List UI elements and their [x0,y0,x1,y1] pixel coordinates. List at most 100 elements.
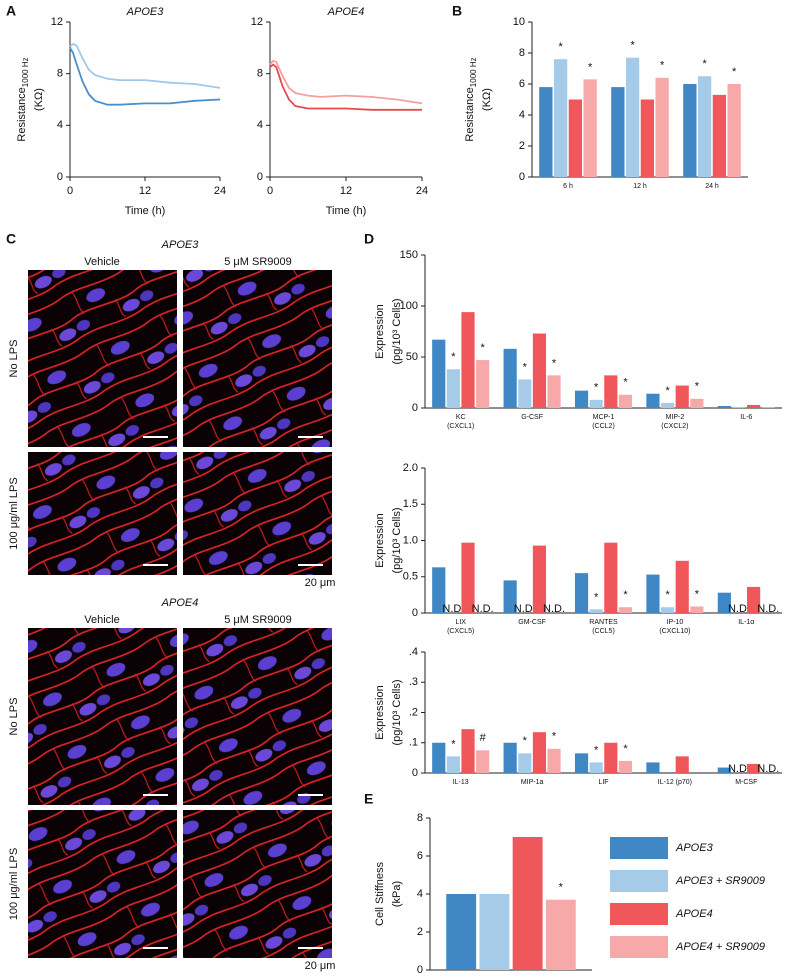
bar [732,406,746,408]
x-tick-label: KC [456,414,466,421]
bar [476,360,490,408]
significance-marker: * [559,882,564,894]
legend-swatch [610,936,668,958]
not-detected-label: N.D. [728,603,750,615]
bar [589,609,603,613]
y-tick-label: 10 [513,16,525,28]
bar [574,573,589,613]
x-tick-label: GM-CSF [518,619,546,626]
significance-marker: * [623,377,628,389]
bar [604,742,618,773]
y-axis-label-main: Expression [374,513,386,567]
significance-marker: * [623,743,628,755]
x-axis-label: Time (h) [125,205,166,217]
bar [640,99,655,177]
bar [574,753,589,773]
legend-swatch [610,903,668,925]
y-tick-label: .4 [409,646,418,658]
bar [547,748,561,773]
row-label: No LPS [8,698,20,736]
x-tick-sublabel: (CXCL2) [661,423,688,430]
bar [568,99,583,177]
chart-title: APOE4 [327,6,365,18]
column-header: Vehicle [84,614,119,626]
bar [618,394,633,408]
y-tick-label: 4 [257,119,263,131]
x-tick-label: IP-10 [667,619,684,626]
bar [532,333,547,408]
not-detected-label: N.D. [442,603,464,615]
y-tick-label: 0.5 [403,571,418,583]
bar [518,753,532,773]
micrograph [28,810,177,958]
line [269,63,422,111]
x-tick-label: IL-13 [453,779,469,786]
significance-marker: * [552,731,557,743]
panel-label: A [6,3,16,19]
y-axis-label-main: Expression [374,685,386,739]
bar [675,560,689,613]
bar [553,59,568,178]
bar [625,57,640,177]
column-header: 5 μM SR9009 [224,614,291,626]
x-tick-label: 12 h [633,183,647,190]
bar [503,580,517,613]
y-axis-label-main: Resistance [16,87,28,141]
y-tick-label: 4 [519,109,525,121]
chart-title: APOE3 [126,6,165,18]
panel-label: E [364,791,373,807]
y-axis-label: Cell Stiffness [374,862,386,926]
bar [727,84,741,177]
bar [518,379,532,408]
bar [646,574,660,613]
group-title: APOE3 [161,239,200,251]
micrograph [28,270,177,447]
line [269,59,423,105]
micrograph [183,452,332,575]
significance-marker: * [594,591,599,603]
bar [697,76,712,177]
significance-marker: * [523,735,528,747]
x-tick-label: 12 [139,185,151,197]
legend-swatch [610,837,668,859]
legend-swatch [610,870,668,892]
y-axis-label: Resistance1000 Hz [16,57,30,141]
y-tick-label: 150 [400,249,418,261]
significance-marker: * [695,381,700,393]
significance-marker: * [558,41,563,53]
y-tick-label: 0 [412,402,418,414]
bar [660,607,675,613]
bar [690,606,704,613]
panel-label: B [452,3,462,19]
bar [539,87,553,177]
y-tick-label: .2 [409,706,418,718]
not-detected-label: N.D. [514,603,536,615]
x-tick-label: G-CSF [521,414,543,421]
micrograph [28,452,177,575]
not-detected-label: N.D. [757,763,779,775]
y-tick-label: 0 [412,607,418,619]
bar [461,542,475,613]
x-tick-sublabel: (CXCL10) [659,628,690,635]
x-tick-label: RANTES [589,619,618,626]
y-axis-label-subscript: 1000 Hz [469,57,478,87]
not-detected-label: N.D. [543,603,565,615]
panel-label: C [6,231,16,247]
x-tick-label: MIP-1a [521,779,544,786]
bar [446,369,460,408]
bar [747,404,761,408]
x-tick-label: 24 [416,185,428,197]
bar [574,390,589,408]
y-axis-unit: (KΩ) [33,88,45,111]
bar [589,399,603,408]
y-tick-label: 0 [57,171,63,183]
x-tick-label: MIP-2 [666,414,685,421]
x-tick-sublabel: (CXCL5) [447,628,474,635]
bar [675,756,689,773]
y-tick-label: 12 [251,16,263,28]
y-axis-label: Expression [374,513,386,567]
significance-marker: * [523,361,528,373]
x-tick-label: 24 h [705,183,719,190]
line [69,42,221,89]
scale-bar-label: 20 μm [305,960,336,972]
